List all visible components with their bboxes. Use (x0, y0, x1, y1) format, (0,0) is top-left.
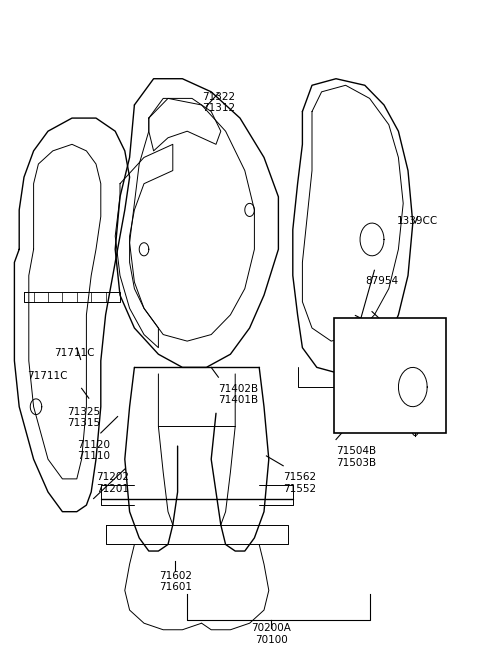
Text: 71120
71110: 71120 71110 (77, 440, 110, 461)
Text: 71504B
71503B: 71504B 71503B (336, 446, 376, 468)
Text: 71711C: 71711C (54, 348, 95, 358)
Text: 71202
71201: 71202 71201 (96, 472, 129, 494)
Text: 71325
71315: 71325 71315 (67, 407, 101, 428)
Bar (334, 318, 446, 433)
Text: 71602
71601: 71602 71601 (159, 571, 192, 592)
Text: 71402B
71401B: 71402B 71401B (218, 384, 259, 405)
Text: 71322
71312: 71322 71312 (202, 92, 235, 113)
Text: 69510: 69510 (368, 321, 400, 331)
Text: 71562
71552: 71562 71552 (283, 472, 316, 494)
Text: 79552: 79552 (365, 348, 398, 358)
Text: 71711C: 71711C (27, 371, 67, 380)
Text: 87954: 87954 (365, 276, 398, 285)
Text: 1339CC: 1339CC (397, 216, 438, 226)
Text: 70200A
70100: 70200A 70100 (251, 623, 291, 645)
